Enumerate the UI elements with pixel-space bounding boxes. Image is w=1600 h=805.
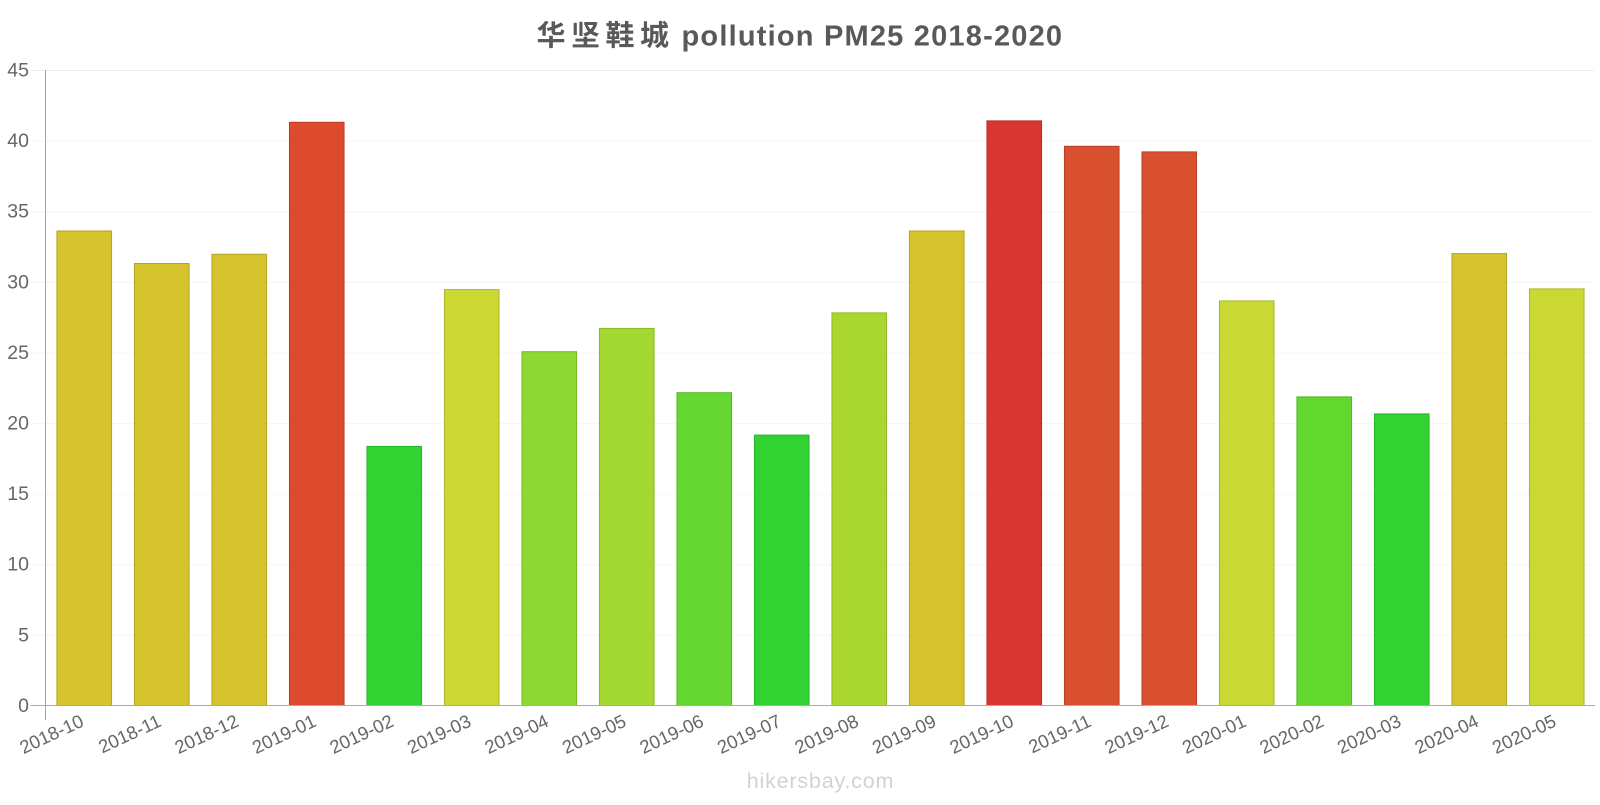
- svg-text:0: 0: [18, 695, 29, 717]
- svg-text:40: 40: [7, 130, 29, 152]
- svg-text:pollution PM25 2018-2020: pollution PM25 2018-2020: [682, 21, 1064, 53]
- svg-text:10: 10: [7, 554, 29, 576]
- svg-text:35: 35: [7, 201, 29, 223]
- svg-text:30: 30: [7, 271, 29, 293]
- svg-text:hikersbay.com: hikersbay.com: [747, 769, 894, 793]
- svg-text:5: 5: [18, 624, 29, 646]
- svg-text:20: 20: [7, 413, 29, 435]
- svg-text:45: 45: [7, 60, 29, 82]
- svg-text:15: 15: [7, 483, 29, 505]
- svg-text:25: 25: [7, 342, 29, 364]
